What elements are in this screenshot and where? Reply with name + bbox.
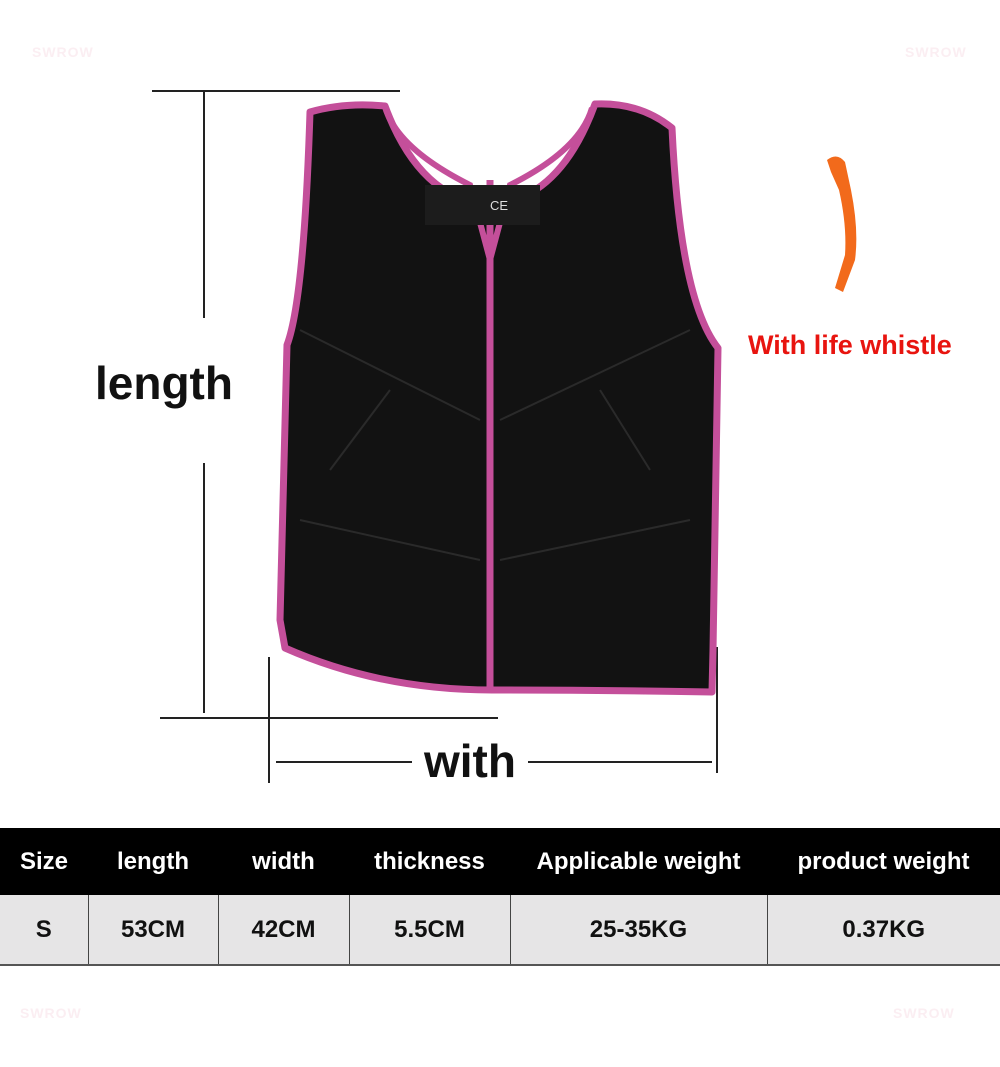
watermark: SWROW bbox=[32, 44, 94, 60]
header-length: length bbox=[88, 828, 218, 895]
cell-length: 53CM bbox=[87, 895, 218, 966]
width-right-line bbox=[716, 647, 718, 773]
header-size: Size bbox=[0, 828, 88, 895]
vest-label-tag bbox=[425, 185, 540, 225]
life-vest-image: CE bbox=[276, 100, 722, 696]
ce-mark: CE bbox=[490, 198, 508, 213]
cell-size: S bbox=[0, 895, 88, 966]
header-width: width bbox=[218, 828, 349, 895]
cell-thickness: 5.5CM bbox=[348, 895, 510, 966]
length-label: length bbox=[95, 357, 233, 409]
length-bottom-line bbox=[160, 717, 498, 719]
whistle-icon bbox=[827, 156, 857, 292]
watermark: SWROW bbox=[20, 1005, 82, 1021]
watermark: SWROW bbox=[905, 44, 967, 60]
header-thickness: thickness bbox=[349, 828, 510, 895]
table-header-row: Size length width thickness Applicable w… bbox=[0, 828, 1000, 895]
size-table: Size length width thickness Applicable w… bbox=[0, 828, 1000, 966]
width-line bbox=[276, 761, 412, 763]
width-line bbox=[528, 761, 712, 763]
length-vertical-line bbox=[203, 90, 205, 318]
length-vertical-line bbox=[203, 463, 205, 713]
table-row: S 53CM 42CM 5.5CM 25-35KG 0.37KG bbox=[0, 895, 1000, 966]
header-applicable-weight: Applicable weight bbox=[510, 828, 767, 895]
cell-applicable-weight: 25-35KG bbox=[509, 895, 767, 966]
width-label: with bbox=[424, 735, 516, 787]
length-top-line bbox=[152, 90, 400, 92]
cell-width: 42CM bbox=[217, 895, 349, 966]
cell-product-weight: 0.37KG bbox=[766, 895, 1000, 966]
whistle-label: With life whistle bbox=[748, 330, 952, 360]
width-left-line bbox=[268, 657, 270, 783]
header-product-weight: product weight bbox=[767, 828, 1000, 895]
watermark: SWROW bbox=[893, 1005, 955, 1021]
